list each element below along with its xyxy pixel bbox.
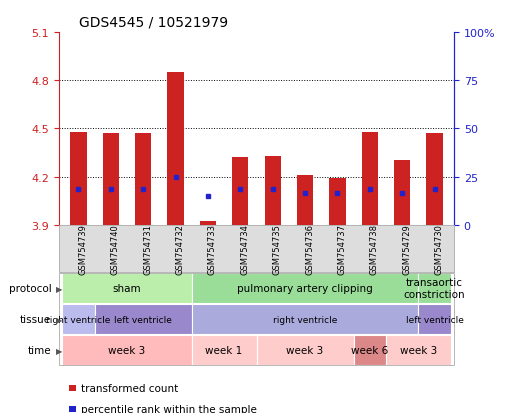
Text: right ventricle: right ventricle	[46, 315, 111, 324]
Text: sham: sham	[113, 283, 141, 294]
Text: percentile rank within the sample: percentile rank within the sample	[81, 404, 257, 413]
Bar	[200, 222, 216, 225]
Bar	[362, 132, 378, 225]
Text: week 6: week 6	[351, 345, 388, 356]
Text: left ventricle: left ventricle	[114, 315, 172, 324]
Bar	[70, 132, 87, 225]
Text: GSM754740: GSM754740	[111, 223, 120, 274]
Bar	[265, 156, 281, 225]
Text: week 3: week 3	[108, 345, 146, 356]
Text: GSM754738: GSM754738	[370, 223, 379, 274]
Text: GSM754731: GSM754731	[143, 223, 152, 274]
Bar	[135, 134, 151, 225]
Bar	[394, 161, 410, 225]
Text: week 3: week 3	[400, 345, 437, 356]
Text: transformed count: transformed count	[81, 383, 179, 393]
Text: transaortic
constriction: transaortic constriction	[404, 278, 465, 299]
Text: GSM754737: GSM754737	[338, 223, 346, 274]
Text: GSM754732: GSM754732	[175, 223, 185, 274]
Text: GSM754730: GSM754730	[435, 223, 444, 274]
Text: ▶: ▶	[56, 346, 63, 355]
Bar	[103, 134, 119, 225]
Text: pulmonary artery clipping: pulmonary artery clipping	[237, 283, 373, 294]
Bar	[329, 179, 346, 225]
Text: week 1: week 1	[206, 345, 243, 356]
Text: protocol: protocol	[9, 283, 51, 294]
Text: tissue: tissue	[20, 314, 51, 325]
Text: GSM754739: GSM754739	[78, 223, 87, 274]
Text: GSM754729: GSM754729	[402, 223, 411, 274]
Bar	[232, 158, 248, 225]
Bar	[167, 73, 184, 225]
Text: GSM754736: GSM754736	[305, 223, 314, 274]
Bar	[297, 176, 313, 225]
Bar	[426, 134, 443, 225]
Text: week 3: week 3	[286, 345, 324, 356]
Text: ▶: ▶	[56, 315, 63, 324]
Text: time: time	[28, 345, 51, 356]
Text: GSM754735: GSM754735	[273, 223, 282, 274]
Text: ▶: ▶	[56, 284, 63, 293]
Text: GDS4545 / 10521979: GDS4545 / 10521979	[79, 15, 228, 29]
Text: GSM754734: GSM754734	[240, 223, 249, 274]
Text: GSM754733: GSM754733	[208, 223, 217, 274]
Text: left ventricle: left ventricle	[406, 315, 464, 324]
Text: right ventricle: right ventricle	[273, 315, 337, 324]
